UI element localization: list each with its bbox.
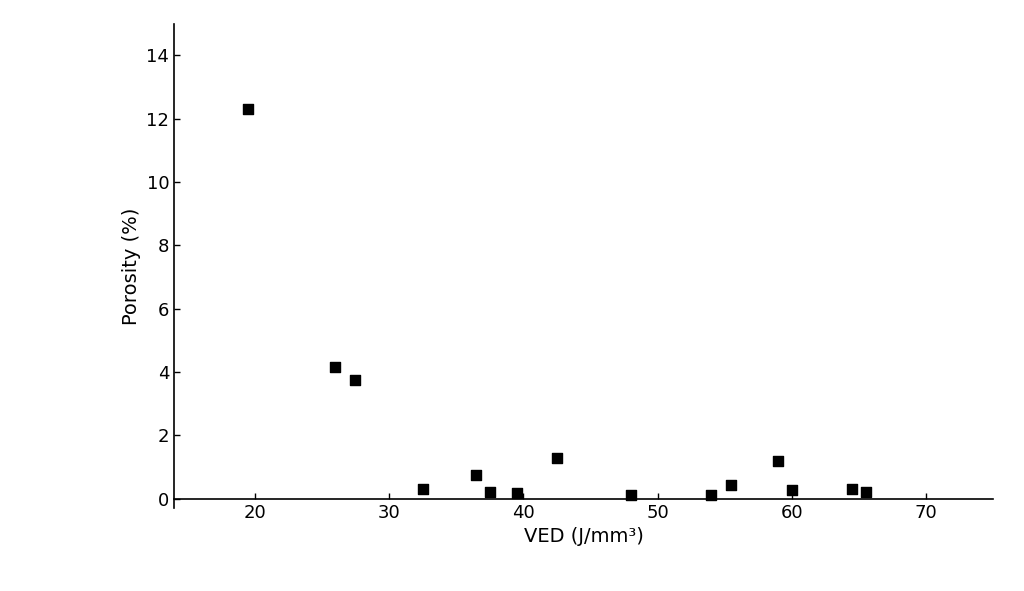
- Point: [508, 488, 524, 498]
- Point: [623, 490, 639, 499]
- Point: [415, 485, 431, 494]
- Point: [770, 456, 786, 466]
- Point: [327, 363, 343, 372]
- Point: [468, 470, 484, 480]
- Point: [844, 485, 860, 494]
- Point: [549, 453, 565, 462]
- Point: [857, 488, 873, 497]
- Point: [347, 375, 364, 385]
- Point: [703, 490, 720, 499]
- Point: [240, 105, 256, 114]
- X-axis label: VED (J/mm³): VED (J/mm³): [523, 527, 644, 546]
- Point: [723, 480, 739, 489]
- Point: [783, 485, 800, 495]
- Point: [481, 488, 498, 497]
- Y-axis label: Porosity (%): Porosity (%): [122, 207, 140, 324]
